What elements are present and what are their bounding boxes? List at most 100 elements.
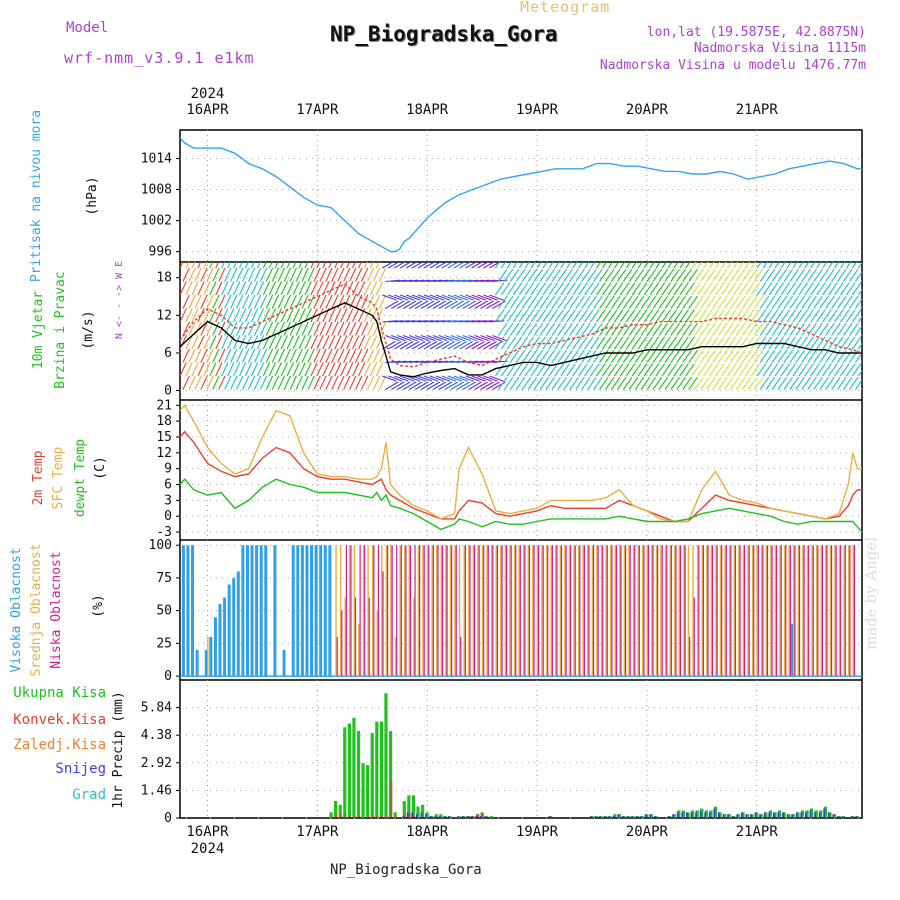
- wind-barb: [450, 300, 465, 309]
- snow-bar: [457, 816, 459, 818]
- wind-barb: [474, 300, 488, 309]
- wind-barb: [768, 363, 779, 377]
- wind-barb: [262, 362, 271, 377]
- wind-barb: [801, 376, 811, 390]
- wind-barb: [375, 335, 384, 350]
- wind-barb: [819, 295, 829, 309]
- wind-barb: [691, 262, 697, 269]
- wind-barb: [366, 348, 375, 363]
- wind-barb: [691, 363, 701, 377]
- wind-barb: [828, 363, 838, 377]
- wind-barb: [385, 334, 400, 342]
- wind-barb: [337, 321, 345, 336]
- wind-barb: [372, 321, 381, 336]
- wind-barb: [744, 336, 755, 350]
- wind-barb: [718, 376, 728, 390]
- wind-barb: [337, 294, 345, 309]
- wind-barb: [584, 336, 594, 350]
- total-precip-bar: [723, 814, 727, 818]
- snow-bar: [635, 816, 638, 818]
- wind-barb: [453, 375, 468, 382]
- wind-barb: [524, 336, 535, 350]
- wind-barb: [512, 336, 523, 350]
- total-precip-bar: [622, 816, 626, 818]
- wind-barb: [292, 308, 300, 323]
- wind-barb: [744, 363, 755, 377]
- high-cloud-bar: [186, 545, 190, 677]
- wind-barb: [212, 321, 220, 336]
- high-cloud-bar: [227, 584, 231, 677]
- wind-barb: [786, 363, 796, 377]
- wind-barb: [494, 336, 505, 350]
- wind-barb: [265, 348, 274, 363]
- wind-barb: [399, 375, 415, 382]
- wind-barb: [780, 336, 791, 350]
- pressure-line: [179, 137, 862, 253]
- wind-barb: [843, 376, 853, 390]
- total-precip-bar: [782, 812, 786, 818]
- grid-lines: [176, 130, 862, 819]
- total-precip-bar: [366, 765, 370, 818]
- snow-bar: [612, 816, 615, 818]
- wind-barb: [828, 336, 838, 350]
- wind-barb: [518, 282, 529, 296]
- total-precip-bar: [736, 814, 741, 818]
- wind-barb: [566, 282, 576, 296]
- total-precip-bar: [855, 816, 860, 818]
- wind-barb: [233, 362, 241, 377]
- wind-barb: [694, 376, 704, 390]
- wind-barb: [840, 363, 850, 377]
- wind-barb: [703, 282, 713, 296]
- wind-barbs: [180, 262, 862, 390]
- bottom-date-tick: 17APR: [296, 824, 339, 840]
- wind-barb: [233, 308, 241, 323]
- wind-barb: [331, 267, 339, 282]
- wind-barb: [637, 282, 648, 296]
- wind-barb: [518, 309, 529, 323]
- snow-bar: [814, 812, 816, 818]
- total-precip-bar: [677, 810, 681, 818]
- y-tick-label: 9: [164, 462, 172, 477]
- wind-barb: [622, 349, 633, 363]
- wind-barb: [593, 376, 603, 390]
- wind-barb: [533, 349, 544, 363]
- plot-frame: [179, 129, 863, 819]
- wind-barb: [259, 321, 268, 336]
- snow-bar: [727, 814, 729, 818]
- wind-barb: [393, 262, 406, 269]
- wind-barb: [640, 322, 651, 336]
- wind-barb: [843, 295, 853, 309]
- wind-barb: [382, 375, 397, 382]
- wind-barb: [417, 294, 433, 301]
- wind-barb: [328, 308, 336, 323]
- wind-barb: [676, 268, 686, 282]
- wind-barb: [274, 262, 279, 269]
- wind-barb: [468, 334, 483, 342]
- wind-barb: [718, 268, 728, 282]
- wind-barb: [542, 262, 548, 269]
- conv-precip-bar: [482, 814, 484, 818]
- wind-barb: [527, 268, 538, 282]
- wind-barb: [631, 262, 638, 269]
- wind-barb: [667, 262, 673, 269]
- wind-barb: [497, 295, 508, 309]
- wind-barb: [259, 294, 268, 309]
- wind-unit-label: (m/s): [81, 310, 96, 349]
- wind-barb: [807, 376, 817, 390]
- wind-barb: [845, 309, 856, 323]
- wind-barb: [247, 375, 256, 390]
- wind-barb: [477, 341, 491, 350]
- wind-barb: [298, 362, 306, 377]
- total-precip-bar: [828, 812, 832, 818]
- wind-barb: [239, 308, 247, 323]
- total-precip-bar: [810, 808, 814, 818]
- wind-barb: [780, 282, 791, 296]
- y-tick-label: 996: [149, 245, 172, 260]
- total-precip-bar: [608, 816, 612, 818]
- wind-barb: [349, 321, 357, 336]
- total-precip-bar: [814, 810, 818, 818]
- wind-barb: [274, 362, 283, 377]
- wind-barb: [387, 262, 400, 269]
- wind-barb: [221, 262, 226, 269]
- total-precip-bar: [338, 804, 342, 818]
